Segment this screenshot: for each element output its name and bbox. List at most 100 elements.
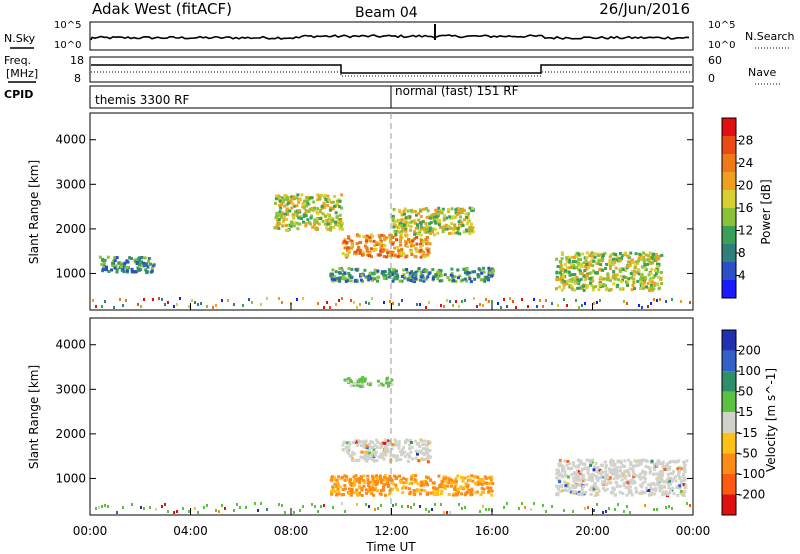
echo-cell xyxy=(357,479,361,483)
echo-cell xyxy=(329,216,333,220)
echo-cell xyxy=(197,303,199,306)
echo-cell xyxy=(391,250,395,254)
echo-cell xyxy=(415,213,418,217)
echo-cell xyxy=(441,207,445,211)
echo-cell xyxy=(395,269,398,273)
echo-cell xyxy=(635,271,639,275)
echo-cell xyxy=(404,225,408,229)
echo-cell xyxy=(464,216,468,219)
echo-cell xyxy=(647,305,649,308)
echo-cell xyxy=(583,265,587,269)
echo-cell xyxy=(445,227,449,231)
echo-cell xyxy=(350,241,354,245)
echo-cell xyxy=(648,261,652,264)
echo-cell xyxy=(667,479,671,483)
echo-cell xyxy=(418,492,422,496)
echo-cell xyxy=(577,470,581,474)
echo-cell xyxy=(370,474,374,478)
echo-cell xyxy=(372,488,376,492)
echo-cell xyxy=(356,493,360,497)
echo-cell xyxy=(448,215,452,219)
freq-panel-frame xyxy=(89,56,694,83)
echo-cell xyxy=(401,491,405,495)
echo-cell xyxy=(389,240,392,244)
echo-cell xyxy=(239,506,241,509)
echo-cell xyxy=(483,277,487,281)
echo-cell xyxy=(426,492,430,496)
echo-cell xyxy=(603,470,607,474)
echo-cell xyxy=(293,204,297,208)
echo-cell xyxy=(566,266,570,270)
echo-cell xyxy=(338,205,342,209)
echo-cell xyxy=(643,480,647,484)
echo-cell xyxy=(661,490,665,494)
echo-cell xyxy=(451,480,454,484)
echo-cell xyxy=(421,220,425,224)
echo-cell xyxy=(388,492,391,496)
echo-cell xyxy=(419,244,423,248)
colorbar-bin xyxy=(722,350,736,372)
echo-cell xyxy=(675,486,679,489)
echo-cell xyxy=(584,259,588,263)
echo-cell xyxy=(665,468,669,472)
echo-cell xyxy=(476,305,478,308)
echo-cell xyxy=(245,506,247,509)
echo-cell xyxy=(566,279,570,283)
echo-cell xyxy=(615,481,619,485)
echo-cell xyxy=(536,305,538,308)
echo-cell xyxy=(678,484,682,488)
echo-cell xyxy=(431,508,433,511)
echo-cell xyxy=(436,231,440,235)
echo-cell xyxy=(369,480,373,484)
echo-cell xyxy=(400,224,404,228)
echo-cell xyxy=(560,251,564,255)
echo-cell xyxy=(251,301,253,304)
echo-cell xyxy=(428,228,432,232)
echo-cell xyxy=(488,300,490,303)
echo-cell xyxy=(405,270,409,274)
echo-cell xyxy=(425,236,429,240)
echo-cell xyxy=(601,268,605,272)
echo-cell xyxy=(578,471,582,475)
echo-cell xyxy=(623,300,625,303)
echo-cell xyxy=(314,227,318,231)
echo-cell xyxy=(669,460,673,463)
echo-cell xyxy=(556,468,560,472)
echo-cell xyxy=(481,479,485,482)
echo-cell xyxy=(567,258,571,262)
echo-cell xyxy=(654,489,658,493)
cpid-bar: themis 3300 RF normal (fast) 151 RF xyxy=(89,84,694,109)
nave-tick-top: 60 xyxy=(708,54,722,67)
echo-cell xyxy=(629,511,631,514)
echo-cell xyxy=(583,278,587,282)
echo-cell xyxy=(350,459,354,462)
echo-cell xyxy=(359,303,361,306)
echo-cell xyxy=(382,274,386,278)
echo-cell xyxy=(563,280,567,284)
echo-cell xyxy=(301,203,305,207)
echo-cell xyxy=(274,216,278,220)
echo-cell xyxy=(555,484,559,488)
echo-cell xyxy=(432,490,436,494)
echo-cell xyxy=(436,270,440,274)
echo-cell xyxy=(639,492,643,496)
echo-cell xyxy=(629,272,633,275)
echo-cell xyxy=(653,298,655,301)
echo-cell xyxy=(678,486,682,490)
echo-cell xyxy=(446,208,450,212)
echo-cell xyxy=(602,277,606,281)
echo-cell xyxy=(363,379,367,383)
echo-cell xyxy=(600,471,604,475)
echo-cell xyxy=(579,470,583,474)
echo-cell xyxy=(593,482,597,485)
echo-cell xyxy=(442,218,446,222)
echo-cell xyxy=(413,280,416,284)
echo-cell xyxy=(434,208,438,212)
echo-cell xyxy=(339,219,342,223)
echo-cell xyxy=(424,230,428,234)
echo-cell xyxy=(343,478,347,482)
echo-cell xyxy=(372,493,376,497)
echo-cell xyxy=(679,478,683,482)
echo-cell xyxy=(359,444,363,447)
echo-cell xyxy=(274,226,278,230)
